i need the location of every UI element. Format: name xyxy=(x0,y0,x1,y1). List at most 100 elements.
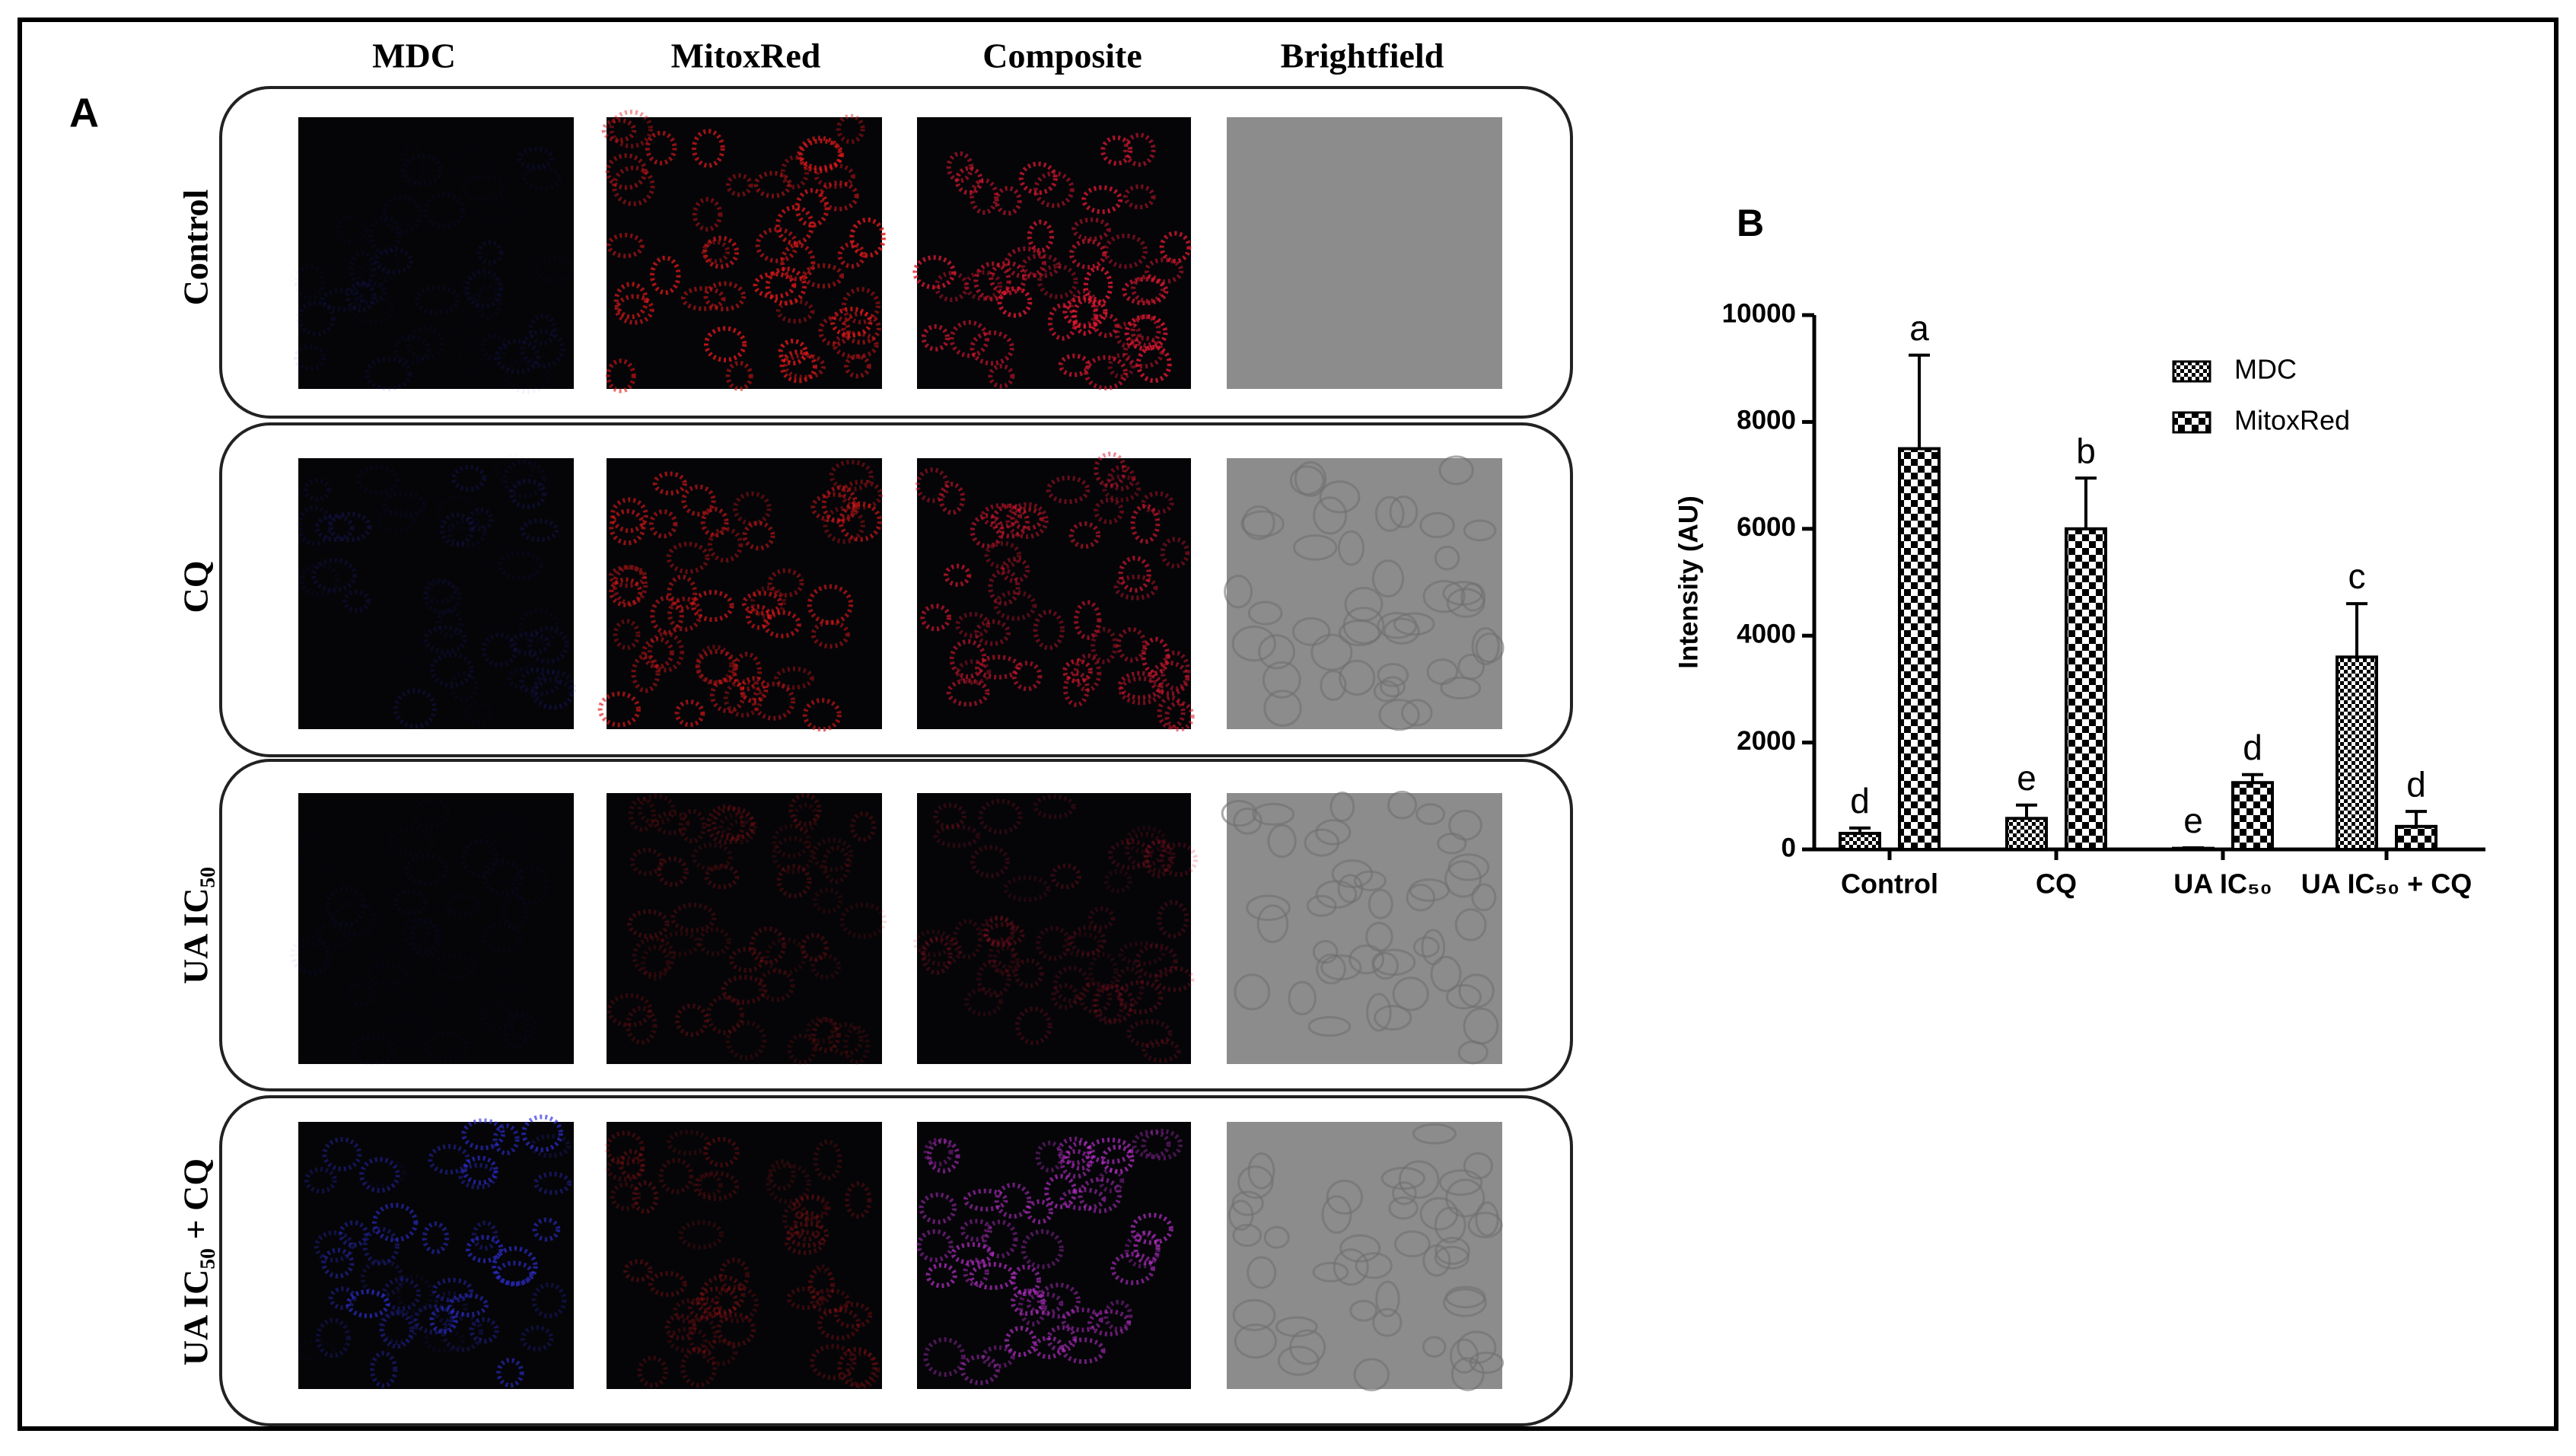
cell xyxy=(648,509,678,539)
cell xyxy=(974,619,1011,646)
cell xyxy=(839,902,887,939)
cell xyxy=(1086,1137,1134,1164)
cell xyxy=(1046,475,1091,505)
cell xyxy=(1143,840,1173,878)
cell xyxy=(829,459,874,492)
x-tick-label: UA IC₅₀ xyxy=(2173,868,2272,900)
cell xyxy=(749,926,787,965)
cell xyxy=(365,356,412,391)
row-label: CQ xyxy=(177,561,215,613)
cell xyxy=(1107,464,1136,492)
micrograph xyxy=(597,458,884,732)
cell xyxy=(768,1159,796,1191)
cell xyxy=(667,574,698,611)
cell xyxy=(988,364,1015,389)
cell xyxy=(810,954,842,980)
cell xyxy=(519,667,562,696)
cell xyxy=(1103,1299,1133,1332)
cell xyxy=(521,165,562,191)
cell xyxy=(916,1228,954,1263)
cell xyxy=(431,1277,473,1303)
cell xyxy=(1434,545,1460,571)
cell xyxy=(1445,984,1482,1010)
cell xyxy=(780,242,816,282)
cell xyxy=(994,186,1022,216)
cell xyxy=(350,1034,396,1066)
cell xyxy=(1237,1165,1274,1200)
cell xyxy=(933,802,966,830)
cell xyxy=(613,282,649,320)
panel-label: A xyxy=(69,90,99,135)
cell xyxy=(1068,288,1099,328)
cell xyxy=(1457,1040,1489,1065)
cell xyxy=(532,669,576,710)
cell xyxy=(666,541,710,575)
cell xyxy=(1021,253,1062,279)
cell xyxy=(393,688,437,729)
micrograph-bg xyxy=(917,793,1191,1064)
cell xyxy=(1312,939,1339,964)
cell xyxy=(791,1193,831,1222)
cell xyxy=(726,818,756,845)
cell xyxy=(414,285,460,316)
micrograph-bg xyxy=(1227,458,1502,729)
cell xyxy=(531,1282,567,1319)
cell xyxy=(975,655,1021,680)
error-bar xyxy=(2242,773,2263,783)
cell xyxy=(423,1328,466,1353)
cell xyxy=(1247,601,1283,626)
micrograph xyxy=(1227,117,1502,389)
row-label: UA IC₅₀ xyxy=(177,867,215,984)
cell xyxy=(1469,1351,1505,1375)
cell xyxy=(1421,929,1446,966)
cell xyxy=(1412,1123,1457,1145)
cell xyxy=(607,992,653,1027)
row-frame xyxy=(219,759,1573,1091)
cell xyxy=(718,812,757,840)
cell xyxy=(521,1114,563,1152)
cell xyxy=(1434,1206,1466,1244)
cell xyxy=(1437,833,1467,855)
cell xyxy=(1321,1195,1352,1234)
cell xyxy=(303,478,332,502)
cell xyxy=(691,590,734,623)
cell xyxy=(707,527,744,563)
cell xyxy=(716,1312,756,1347)
cell xyxy=(1025,1199,1053,1225)
cell xyxy=(1329,792,1355,822)
cell xyxy=(1231,1190,1264,1216)
bar xyxy=(2231,781,2274,851)
cell xyxy=(1122,276,1169,306)
cell xyxy=(1393,1230,1431,1258)
cell xyxy=(849,811,877,843)
cell xyxy=(1475,632,1505,664)
cell xyxy=(1331,859,1374,889)
cell xyxy=(952,919,983,960)
significance-letter: e xyxy=(2183,801,2203,840)
cell xyxy=(1371,948,1416,977)
cell xyxy=(1046,1325,1078,1353)
cell xyxy=(447,1292,489,1317)
cell xyxy=(1312,1261,1349,1282)
cell xyxy=(1339,659,1376,696)
cell xyxy=(776,864,812,899)
cell xyxy=(678,808,707,844)
cell xyxy=(1415,803,1446,826)
cell xyxy=(609,110,654,148)
cell xyxy=(674,699,705,728)
cell xyxy=(451,464,487,492)
cell xyxy=(482,922,523,953)
cell xyxy=(997,286,1033,318)
cell xyxy=(705,995,744,1035)
cell xyxy=(1467,1212,1503,1239)
cell xyxy=(1000,556,1030,584)
cell xyxy=(422,1221,450,1254)
cell xyxy=(290,935,330,975)
cell xyxy=(1240,510,1285,538)
cell xyxy=(802,698,842,732)
cell xyxy=(787,1033,817,1066)
cell xyxy=(656,856,689,887)
row-label: UA IC₅₀ + CQ xyxy=(177,1158,215,1365)
cell xyxy=(1059,1149,1093,1179)
